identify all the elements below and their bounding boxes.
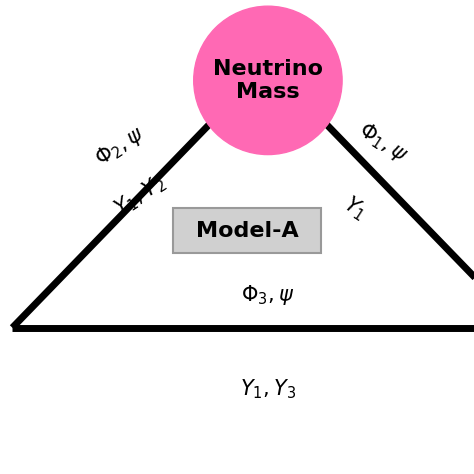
Text: $\Phi_2, \psi$: $\Phi_2, \psi$ [91,122,148,171]
Text: Neutrino
Mass: Neutrino Mass [213,59,323,102]
Text: $\Phi_1, \psi$: $\Phi_1, \psi$ [355,118,412,167]
Bar [173,208,321,254]
Text: $Y_1, Y_2$: $Y_1, Y_2$ [110,171,170,221]
Text: $\Phi_3, \psi$: $\Phi_3, \psi$ [241,283,294,307]
Text: $Y_1, Y_3$: $Y_1, Y_3$ [240,378,296,401]
Text: Model-A: Model-A [196,221,299,241]
Circle shape [194,6,342,155]
Text: $Y_1$: $Y_1$ [338,192,370,224]
